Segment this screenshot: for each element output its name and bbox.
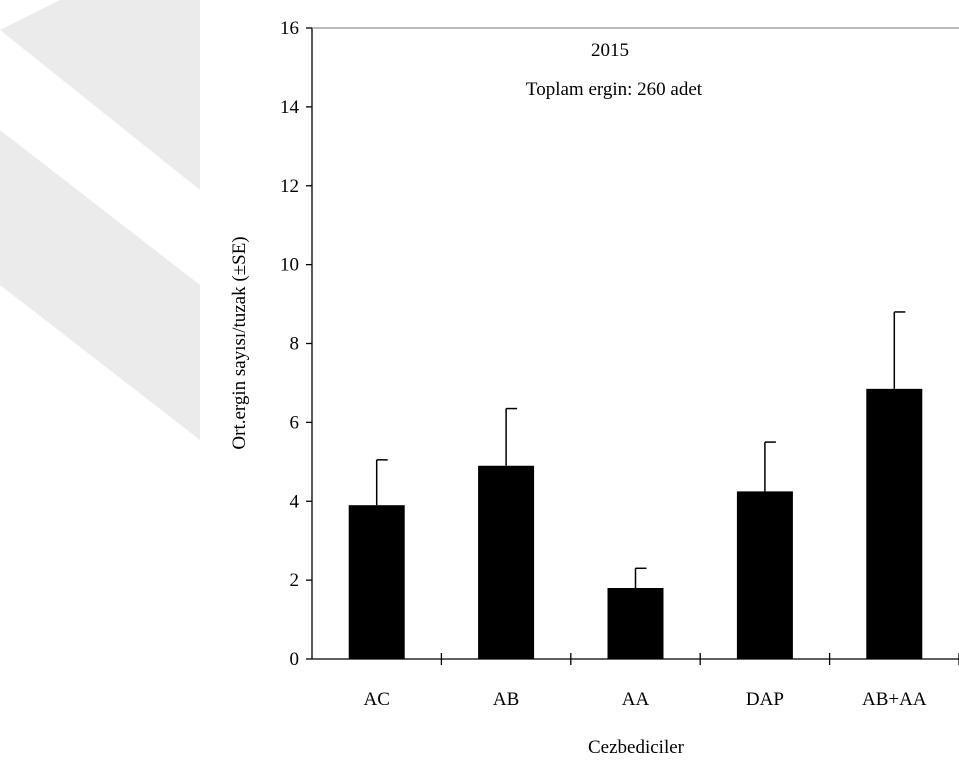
bar (478, 465, 535, 659)
x-tick-label: DAP (746, 689, 784, 710)
y-tick-label: 12 (280, 176, 299, 197)
y-tick-label: 8 (290, 334, 300, 355)
x-tick-label: AB+AA (862, 689, 927, 710)
bar (607, 588, 664, 659)
watermark-graphic (0, 0, 200, 440)
bar (866, 388, 923, 659)
y-ticks: 0 2 4 6 8 10 12 14 16 (280, 18, 312, 670)
chart-subtitle: Toplam ergin: 260 adet (526, 79, 703, 100)
y-tick-label: 16 (280, 18, 299, 39)
x-tick-label: AA (622, 689, 650, 710)
y-tick-label: 6 (290, 412, 300, 433)
y-tick-label: 14 (280, 97, 300, 118)
y-tick-label: 0 (290, 649, 300, 670)
x-axis-label: Cezbediciler (588, 737, 685, 758)
bar (736, 491, 793, 659)
x-tick-label: AB (493, 689, 519, 710)
error-bars (375, 311, 906, 589)
y-axis-label: Ort.ergin sayısı/tuzak (±SE) (229, 236, 250, 449)
bars (348, 388, 923, 659)
bar (348, 505, 405, 659)
y-tick-label: 10 (280, 255, 299, 276)
x-ticks: AC AB AA DAP AB+AA (363, 653, 959, 710)
watermark-stripe-middle (0, 130, 200, 440)
y-tick-label: 2 (290, 570, 300, 591)
y-tick-label: 4 (290, 491, 300, 512)
x-tick-label: AC (363, 689, 389, 710)
watermark-stripe-top (0, 0, 200, 190)
axes (311, 27, 959, 660)
chart-title: 2015 (591, 40, 629, 61)
